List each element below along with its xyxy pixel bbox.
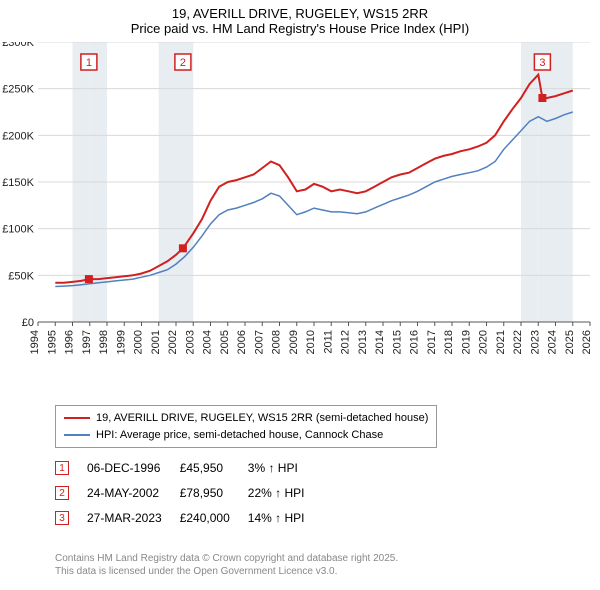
sale-point-1 [85,275,93,283]
title-subtitle: Price paid vs. HM Land Registry's House … [0,21,600,36]
x-tick-label: 2015 [391,330,403,354]
x-tick-label: 1997 [81,330,93,354]
legend-item: 19, AVERILL DRIVE, RUGELEY, WS15 2RR (se… [64,410,428,427]
x-tick-label: 2010 [305,330,317,354]
x-tick-label: 2016 [409,330,421,354]
x-tick-label: 2007 [253,330,265,354]
series-subject [55,75,573,283]
x-tick-label: 2011 [322,330,334,354]
sale-marker-num-2: 2 [180,57,186,69]
x-tick-label: 2017 [426,330,438,354]
sale-date: 27-MAR-2023 [87,505,180,530]
legend-label: HPI: Average price, semi-detached house,… [96,427,383,444]
x-tick-label: 2018 [443,330,455,354]
y-tick-label: £250K [2,84,34,96]
y-tick-label: £50K [8,270,34,282]
sale-marker-num-1: 1 [86,57,92,69]
x-tick-label: 2001 [150,330,162,354]
sale-num-cell: 2 [55,480,87,505]
legend-swatch [64,417,90,419]
y-tick-label: £300K [2,42,34,49]
y-tick-label: £100K [2,224,34,236]
table-row: 2 24-MAY-2002£78,95022% ↑ HPI [55,480,322,505]
x-tick-label: 2009 [288,330,300,354]
footer-line2: This data is licensed under the Open Gov… [55,565,398,578]
chart-title-block: 19, AVERILL DRIVE, RUGELEY, WS15 2RR Pri… [0,0,600,36]
price-chart: £0 £50K £100K £150K £200K £250K £300K 1994 1995 1… [0,42,600,402]
footer-line1: Contains HM Land Registry data © Crown c… [55,552,398,565]
y-tick-label: £150K [2,177,34,189]
x-tick-label: 2025 [564,330,576,354]
legend-swatch [64,434,90,436]
sale-pct: 22% ↑ HPI [248,480,323,505]
x-tick-label: 2014 [374,330,386,354]
sale-num-cell: 1 [55,455,87,480]
x-tick-label: 2003 [184,330,196,354]
sale-num-box: 1 [55,461,69,475]
x-tick-label: 2020 [478,330,490,354]
legend-item: HPI: Average price, semi-detached house,… [64,427,428,444]
x-tick-label: 2023 [529,330,541,354]
x-tick-label: 2000 [133,330,145,354]
sale-date: 24-MAY-2002 [87,480,180,505]
x-tick-label: 2004 [202,330,214,354]
x-tick-label: 2002 [167,330,179,354]
sale-marker-num-3: 3 [539,57,545,69]
x-tick-label: 1995 [46,330,58,354]
sales-table: 1 06-DEC-1996£45,9503% ↑ HPI 2 24-MAY-2002£… [55,455,322,530]
sale-date: 06-DEC-1996 [87,455,180,480]
sale-price: £45,950 [180,455,248,480]
x-tick-label: 1999 [115,330,127,354]
x-tick-label: 1996 [64,330,76,354]
legend-label: 19, AVERILL DRIVE, RUGELEY, WS15 2RR (se… [96,410,428,427]
x-tick-label: 2026 [581,330,593,354]
footer-attribution: Contains HM Land Registry data © Crown c… [55,552,398,578]
table-row: 1 06-DEC-1996£45,9503% ↑ HPI [55,455,322,480]
x-tick-label: 2005 [219,330,231,354]
sale-num-box: 3 [55,511,69,525]
chart-container: £0 £50K £100K £150K £200K £250K £300K 1994 1995 1… [0,42,600,362]
x-tick-label: 2024 [547,330,559,354]
sale-num-box: 2 [55,486,69,500]
y-tick-label: £0 [22,317,34,329]
sale-point-3 [538,94,546,102]
sale-pct: 3% ↑ HPI [248,455,323,480]
x-tick-label: 1998 [98,330,110,354]
x-tick-label: 2022 [512,330,524,354]
x-tick-label: 1994 [29,330,41,354]
sale-point-2 [179,244,187,252]
table-row: 3 27-MAR-2023£240,00014% ↑ HPI [55,505,322,530]
series-hpi [55,112,573,287]
x-tick-label: 2012 [340,330,352,354]
sale-price: £78,950 [180,480,248,505]
y-tick-label: £200K [2,130,34,142]
x-tick-label: 2019 [460,330,472,354]
x-tick-label: 2021 [495,330,507,354]
title-address: 19, AVERILL DRIVE, RUGELEY, WS15 2RR [0,6,600,21]
x-tick-label: 2013 [357,330,369,354]
sale-num-cell: 3 [55,505,87,530]
x-tick-label: 2008 [271,330,283,354]
x-tick-label: 2006 [236,330,248,354]
legend: 19, AVERILL DRIVE, RUGELEY, WS15 2RR (se… [55,405,437,448]
sale-price: £240,000 [180,505,248,530]
sale-pct: 14% ↑ HPI [248,505,323,530]
